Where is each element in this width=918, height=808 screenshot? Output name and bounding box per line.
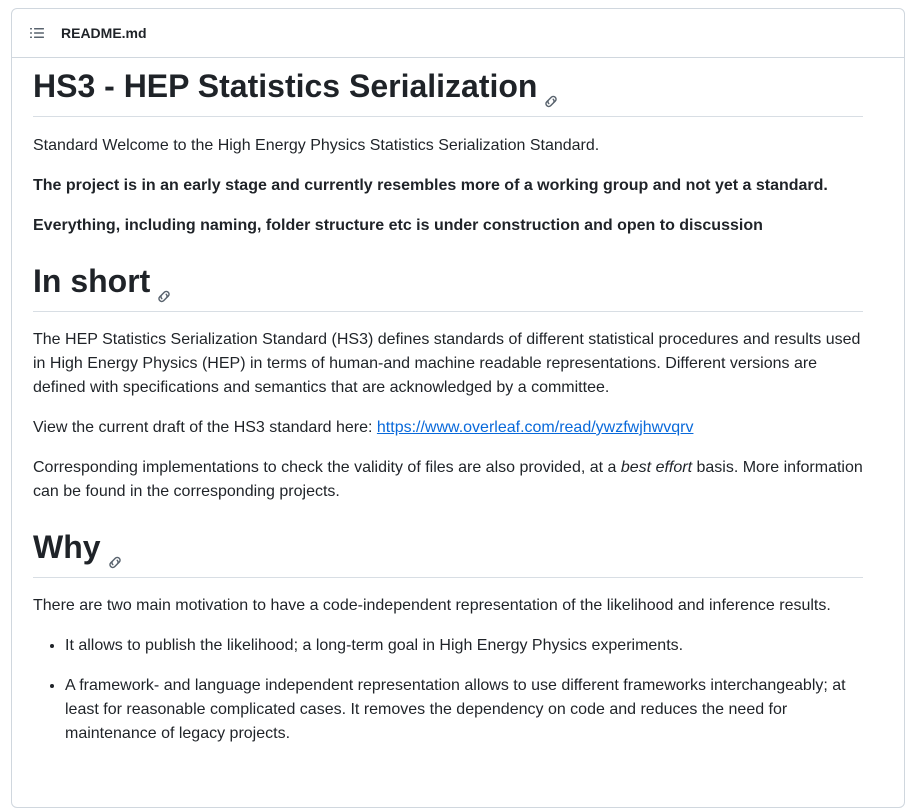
draft-link-prefix: View the current draft of the HS3 standa… — [33, 419, 377, 436]
implementations-suffix: basis. More information can be found in … — [33, 459, 863, 500]
why-paragraph: There are two main motivation to have a … — [33, 597, 831, 614]
heading-why: Why — [33, 527, 863, 578]
best-effort-text: best effort — [620, 459, 693, 476]
list-unordered-icon[interactable] — [28, 24, 46, 42]
page-title: HS3 - HEP Statistics Serialization — [33, 49, 863, 117]
heading-in-short-text: In short — [33, 263, 151, 299]
overleaf-link[interactable]: https://www.overleaf.com/read/ywzfwjhwvq… — [376, 419, 694, 436]
readme-container: README.md — [11, 8, 905, 808]
link-anchor-icon[interactable] — [107, 540, 123, 568]
why-list: It allows to publish the likelihood; a l… — [33, 634, 863, 746]
heading-in-short: In short — [33, 261, 863, 312]
link-anchor-icon[interactable] — [543, 79, 559, 107]
draft-link-paragraph: View the current draft of the HS3 standa… — [33, 416, 863, 440]
file-name: README.md — [61, 25, 147, 41]
intro-construction-note: Everything, including naming, folder str… — [33, 217, 763, 234]
readme-content: HS3 - HEP Statistics Serialization Stand… — [33, 49, 863, 746]
list-item: A framework- and language independent re… — [65, 674, 863, 746]
in-short-paragraph: The HEP Statistics Serialization Standar… — [33, 331, 861, 396]
intro-paragraph: Standard Welcome to the High Energy Phys… — [33, 137, 600, 154]
link-anchor-icon[interactable] — [156, 274, 172, 302]
readme-header: README.md — [12, 9, 904, 58]
heading-why-text: Why — [33, 529, 101, 565]
implementations-paragraph: Corresponding implementations to check t… — [33, 456, 863, 504]
intro-notice: The project is in an early stage and cur… — [33, 177, 828, 194]
page-title-text: HS3 - HEP Statistics Serialization — [33, 68, 538, 104]
list-item: It allows to publish the likelihood; a l… — [65, 634, 863, 658]
implementations-prefix: Corresponding implementations to check t… — [33, 459, 621, 476]
